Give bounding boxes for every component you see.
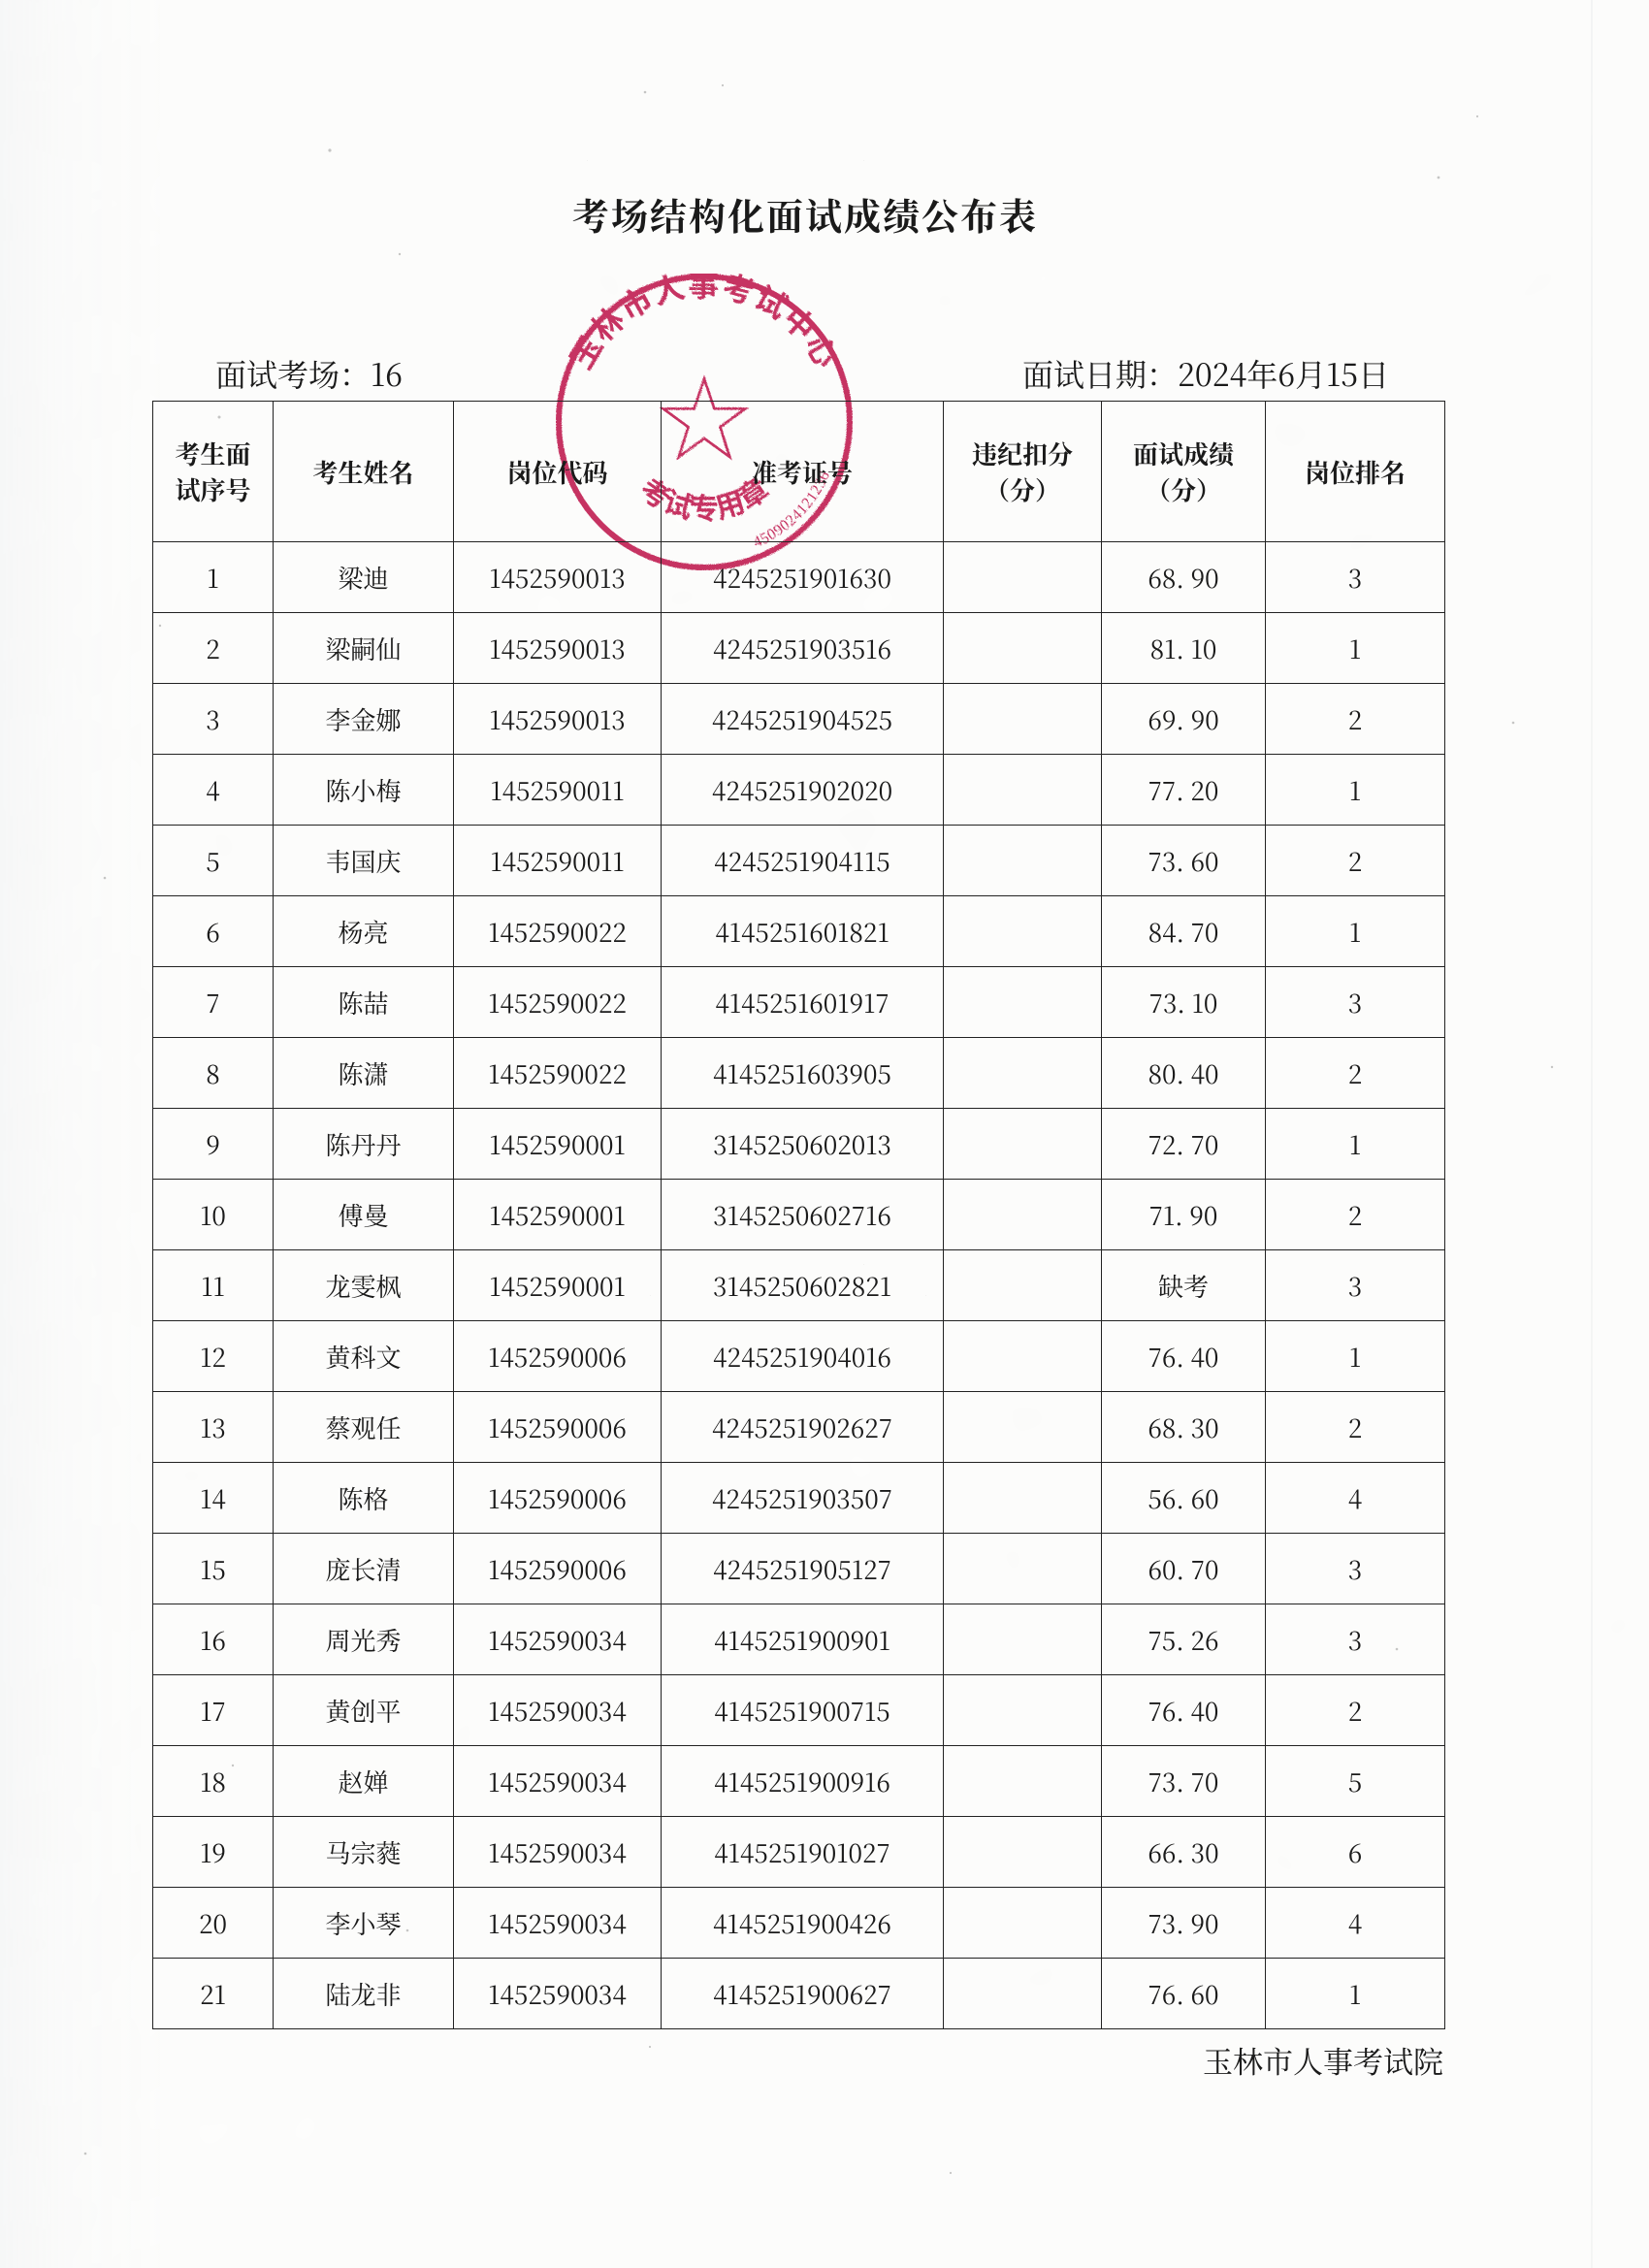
svg-text:玉林市人事考试中心: 玉林市人事考试中心 (558, 274, 851, 376)
